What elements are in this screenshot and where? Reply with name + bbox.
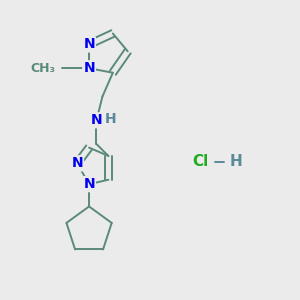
Text: H: H bbox=[230, 154, 243, 169]
Text: CH₃: CH₃ bbox=[31, 62, 56, 75]
Text: N: N bbox=[91, 113, 102, 127]
Text: N: N bbox=[83, 38, 95, 52]
Text: H: H bbox=[105, 112, 117, 126]
Text: Cl: Cl bbox=[192, 154, 209, 169]
Text: N: N bbox=[83, 61, 95, 75]
Text: N: N bbox=[83, 177, 95, 191]
Text: N: N bbox=[71, 156, 83, 170]
